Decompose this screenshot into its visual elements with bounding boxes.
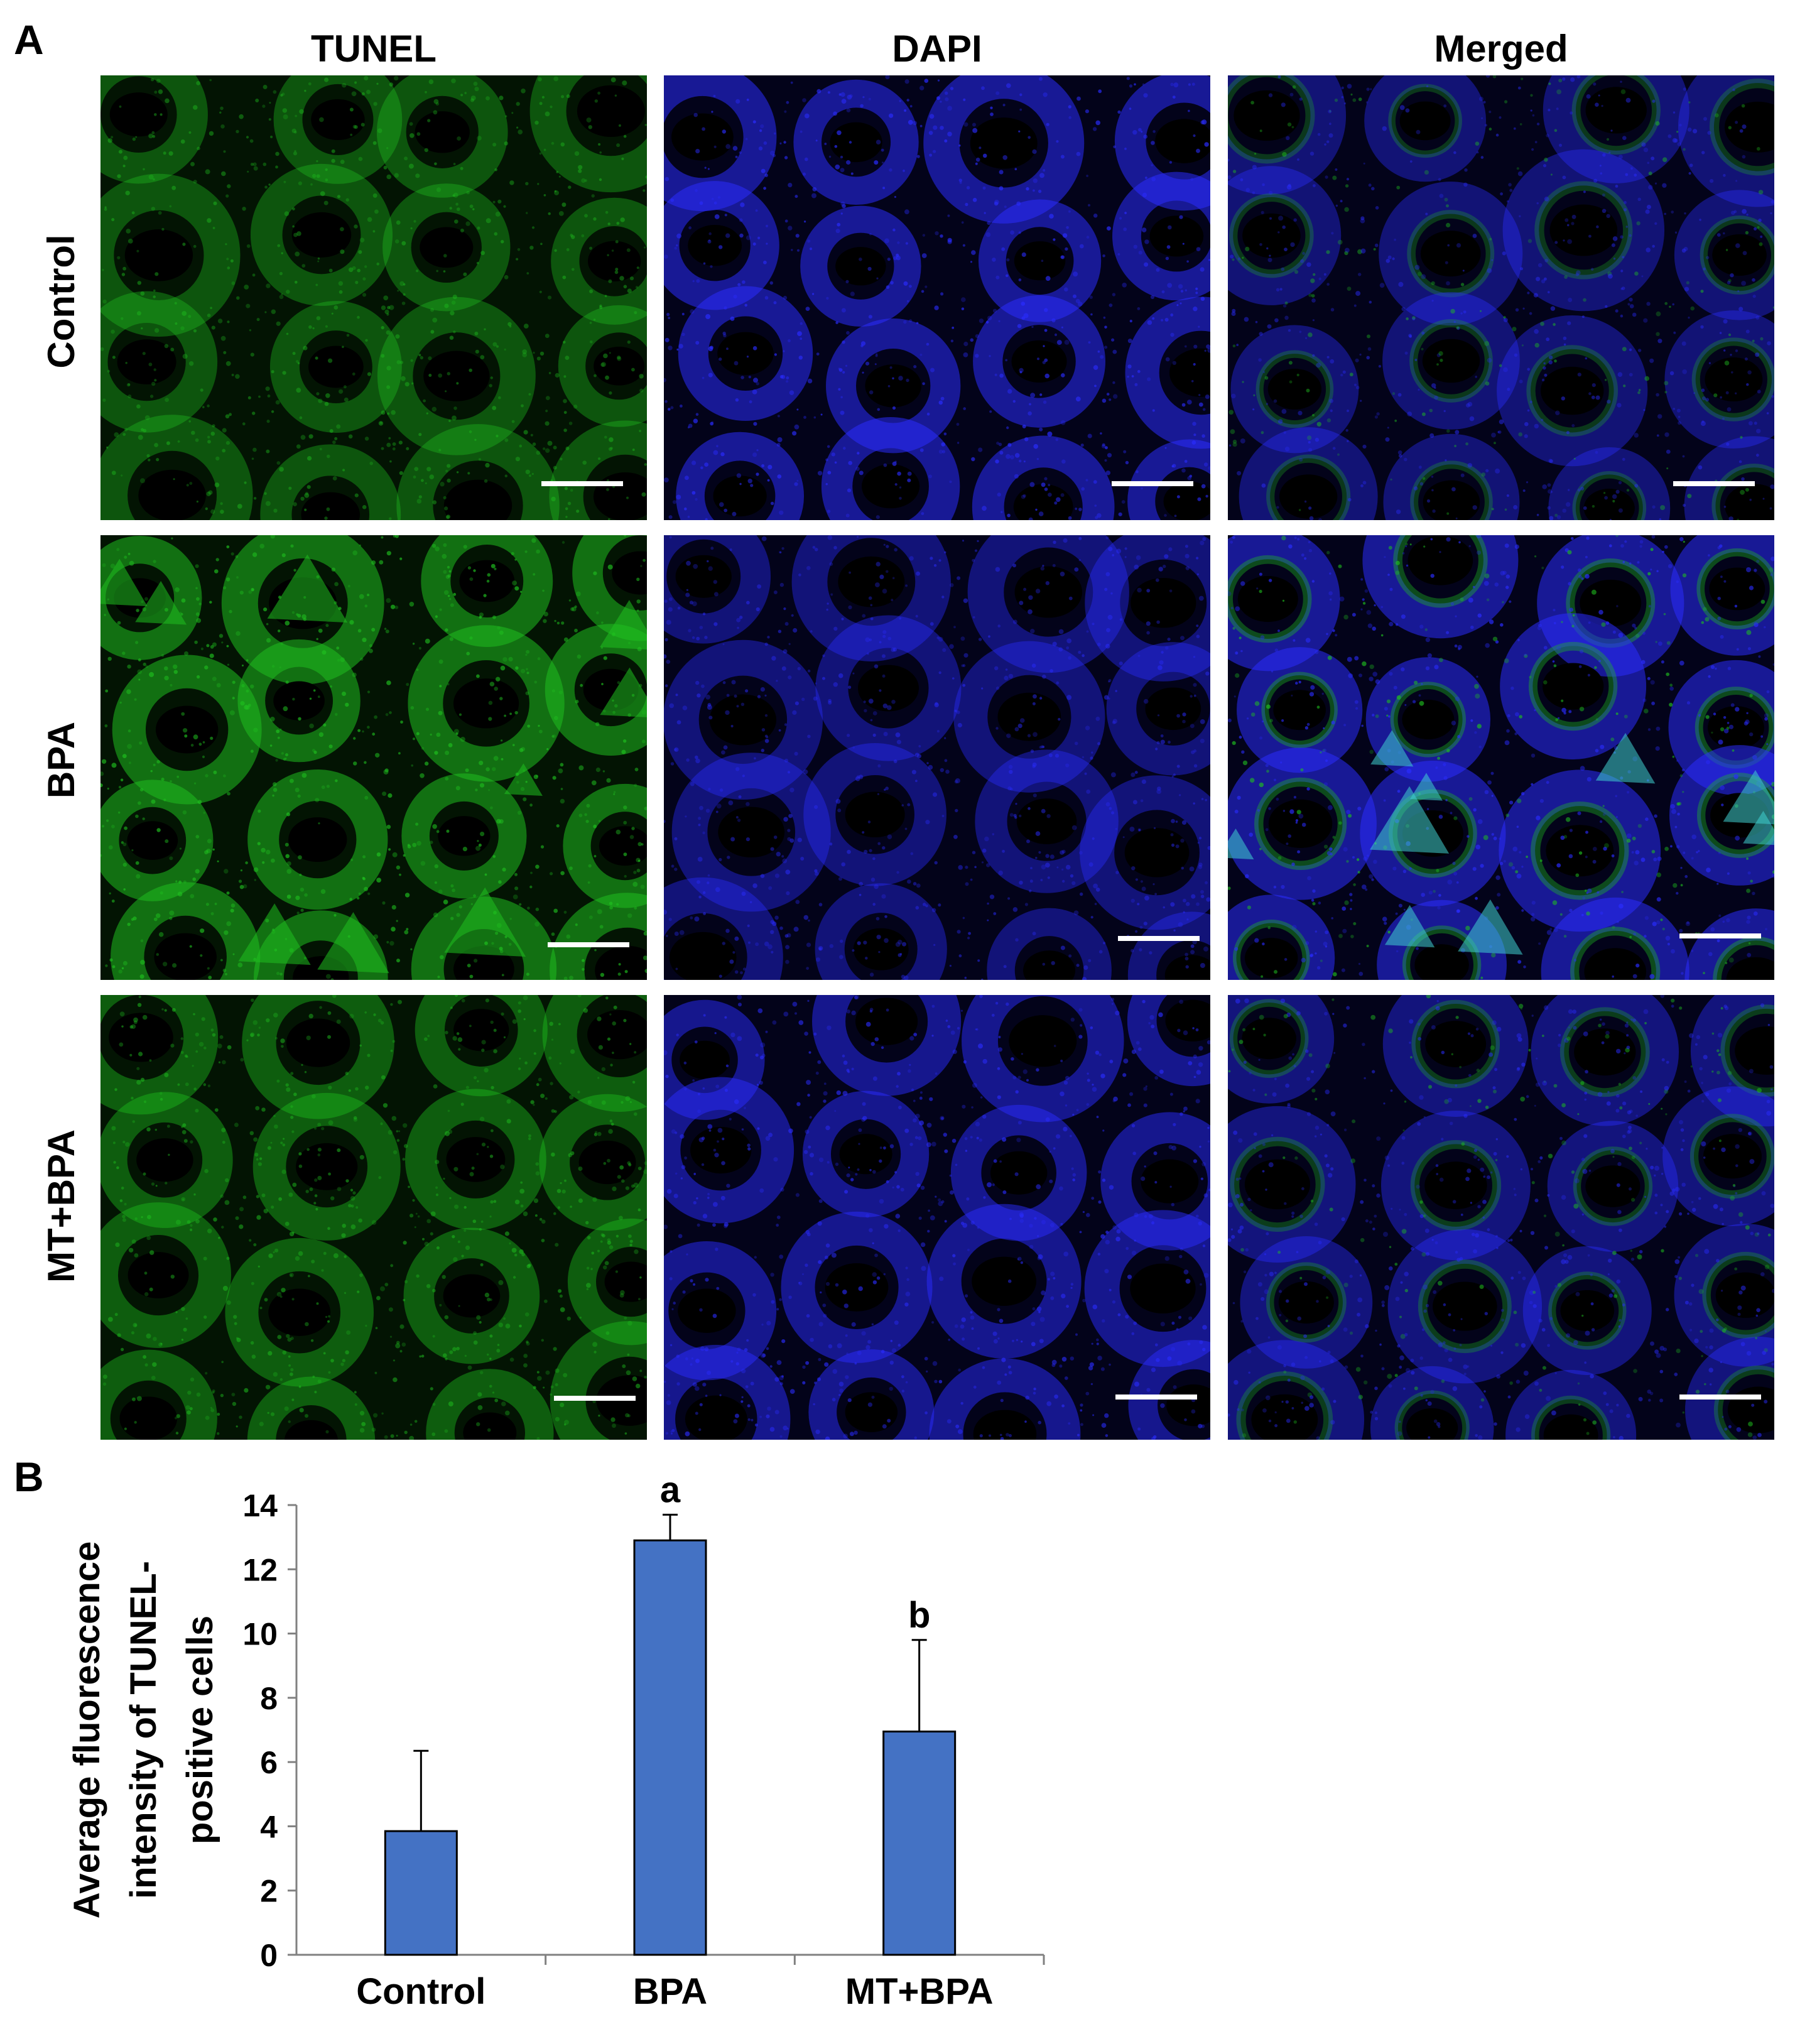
row-header-control: Control <box>40 234 82 369</box>
y-axis-title-line: Average fluorescence <box>67 1541 107 1919</box>
y-tick-label: 6 <box>260 1745 278 1780</box>
y-axis-title-line: intensity of TUNEL- <box>123 1561 164 1899</box>
micrograph-bpa-dapi <box>664 535 1210 980</box>
x-tick-label: Control <box>356 1971 485 2012</box>
significance-label: b <box>908 1595 930 1636</box>
micrograph-control-tunel <box>100 75 647 520</box>
bar <box>633 1539 707 1956</box>
bar-chart: 0 2 4 6 8 10 12 14 Control BPA a MT+BPA b Average flu… <box>67 1469 1045 2012</box>
row-header-mt-bpa: MT+BPA <box>40 1129 82 1283</box>
micrograph-control-merged <box>1228 75 1774 520</box>
micrograph-mt-bpa-merged <box>1228 995 1774 1440</box>
y-tick-label: 10 <box>242 1617 278 1652</box>
panel-b-label: B <box>14 1454 44 1500</box>
y-tick-label: 8 <box>260 1681 278 1716</box>
micrograph-mt-bpa-tunel <box>100 995 647 1440</box>
significance-label: a <box>660 1469 681 1510</box>
micrograph-mt-bpa-dapi <box>664 995 1210 1440</box>
scale-bar <box>554 1396 636 1401</box>
scale-bar <box>1112 481 1193 486</box>
scale-bar <box>548 942 629 947</box>
column-header-merged: Merged <box>1434 28 1568 70</box>
scale-bar <box>1673 481 1755 486</box>
micrograph-bpa-merged <box>1228 535 1774 980</box>
micrograph-control-dapi <box>664 75 1210 520</box>
column-header-tunel: TUNEL <box>311 28 437 70</box>
y-tick-label: 14 <box>242 1488 278 1523</box>
column-header-dapi: DAPI <box>892 28 982 70</box>
panel-a-label: A <box>14 16 44 63</box>
y-tick-label: 2 <box>260 1874 278 1909</box>
x-tick-label: MT+BPA <box>845 1971 994 2012</box>
x-tick-label: BPA <box>633 1971 707 2012</box>
y-axis-title-line: positive cells <box>180 1616 220 1844</box>
scale-bar <box>1679 1394 1761 1400</box>
scale-bar <box>541 481 623 486</box>
y-tick-label: 4 <box>260 1809 278 1844</box>
row-header-bpa: BPA <box>40 721 82 799</box>
bar <box>384 1830 458 1956</box>
scale-bar <box>1118 936 1200 941</box>
bar <box>882 1731 957 1956</box>
scale-bar <box>1679 933 1761 938</box>
y-tick-label: 0 <box>260 1938 278 1973</box>
micrograph-bpa-tunel <box>100 535 647 980</box>
scale-bar <box>1115 1394 1197 1400</box>
y-tick-label: 12 <box>242 1552 278 1587</box>
